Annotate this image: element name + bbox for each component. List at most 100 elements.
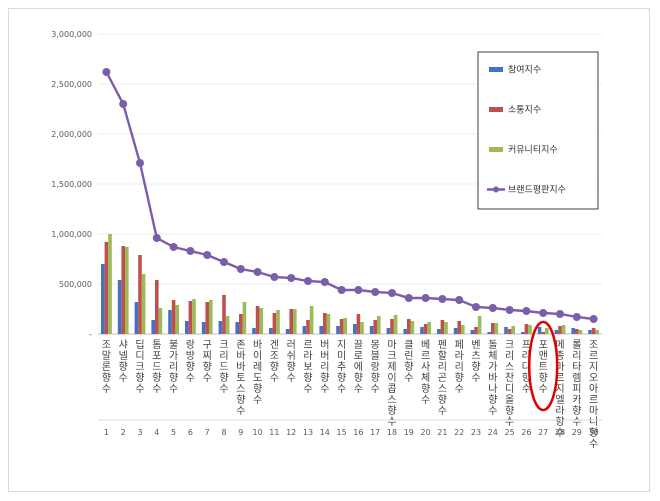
bar (117, 280, 122, 334)
bar (410, 321, 415, 334)
bar (494, 323, 499, 334)
line-point (438, 295, 447, 303)
rank-label: 10 (253, 428, 263, 437)
bar (545, 328, 549, 334)
rank-label: 3 (137, 428, 142, 437)
rank-labels: 1 2 3 4 5 6 7 8 9 10 11 12 13 14 15 16 17 18 19 20 21 22 23 24 2… (98, 419, 602, 437)
bar (289, 309, 293, 334)
bar (386, 328, 391, 334)
rank-label: 21 (437, 428, 447, 437)
line-point (186, 247, 195, 255)
bar (141, 274, 146, 334)
y-tick-label: 2,000,000 (51, 130, 92, 139)
rank-label: 22 (454, 428, 464, 437)
bar (108, 234, 112, 334)
legend-label: 브랜드평판지수 (508, 185, 566, 196)
legend-box (477, 51, 599, 210)
line-point (572, 313, 581, 321)
bar (104, 242, 109, 334)
bar (121, 246, 125, 334)
legend-label: 소통지수 (508, 105, 541, 116)
line-point (421, 294, 430, 302)
bar (558, 326, 562, 334)
bar (101, 264, 105, 334)
bar (339, 319, 344, 334)
bar (403, 329, 407, 334)
line-point (455, 296, 464, 304)
bar (188, 301, 193, 334)
line-point (270, 273, 279, 281)
rank-label: 18 (387, 428, 397, 437)
bar (209, 300, 213, 334)
y-tick-label: 1,000,000 (51, 230, 92, 239)
line-point (354, 286, 363, 294)
bar (541, 332, 545, 334)
rank-label: 23 (471, 428, 481, 437)
line-point (488, 304, 497, 312)
bar (528, 325, 532, 334)
rank-label: 17 (370, 428, 380, 437)
rank-label: 30 (589, 428, 599, 437)
line-point (505, 306, 514, 314)
bar (393, 315, 398, 334)
line-point (287, 274, 296, 282)
bar (272, 313, 277, 334)
rank-label: 16 (353, 428, 363, 437)
rank-label: 4 (154, 428, 159, 437)
legend-swatch (489, 67, 503, 72)
bar (134, 302, 139, 334)
bar (407, 319, 411, 334)
line-point (320, 278, 329, 286)
line-point (472, 303, 480, 311)
line-point (589, 315, 598, 323)
bar (356, 314, 361, 334)
bar (205, 302, 209, 334)
y-tick-label: 500,000 (59, 280, 92, 289)
rank-label: 2 (121, 428, 126, 437)
bar (302, 326, 307, 334)
highlight-ellipse (527, 320, 559, 412)
bar (155, 280, 159, 334)
rank-label: 25 (505, 428, 515, 437)
y-tick-label: - (89, 330, 92, 339)
bar (192, 299, 196, 334)
legend-swatch (489, 147, 503, 152)
bar (239, 314, 243, 334)
bar (477, 316, 482, 334)
line-point (539, 309, 548, 317)
bar (343, 318, 347, 334)
bar (571, 328, 575, 334)
bar (491, 323, 495, 334)
bar (377, 316, 381, 334)
line-point (253, 268, 262, 276)
line-point (169, 243, 178, 251)
bar (168, 310, 172, 334)
y-tick-label: 2,500,000 (51, 80, 92, 89)
line-point (136, 159, 144, 167)
bar (309, 306, 314, 334)
bar (444, 322, 448, 334)
line-point (556, 310, 564, 318)
bar (242, 302, 247, 334)
bar (255, 306, 260, 334)
bar (293, 309, 297, 334)
bar (575, 329, 579, 334)
line-point (404, 294, 413, 302)
bar (470, 330, 475, 334)
bar (420, 327, 424, 334)
